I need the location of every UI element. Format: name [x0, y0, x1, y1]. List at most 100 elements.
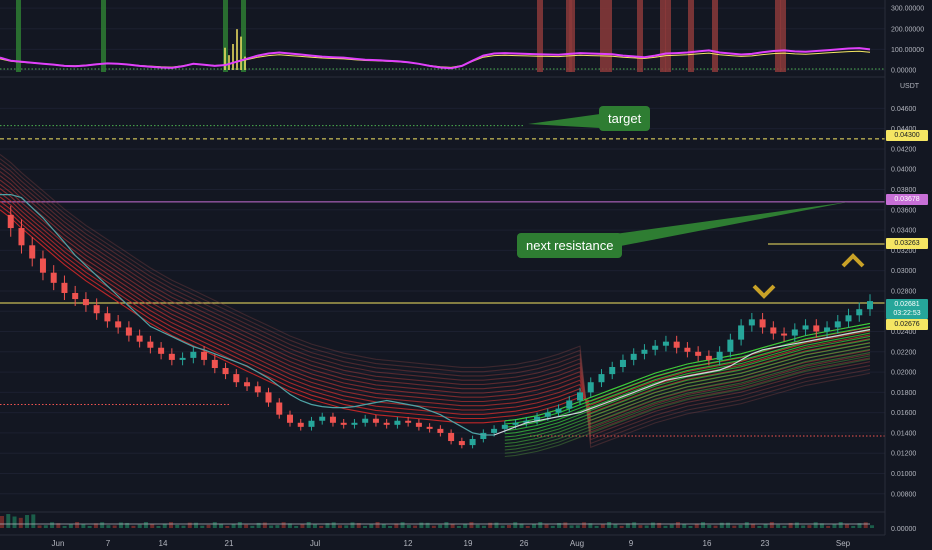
horizontal-levels — [0, 125, 885, 437]
price-tick-label: 0.01000 — [891, 471, 916, 478]
volume-bar — [212, 522, 217, 528]
candle-body — [351, 422, 358, 425]
osc-signal-bar — [780, 0, 786, 72]
volume-bar — [525, 525, 530, 528]
volume-bar — [719, 522, 724, 528]
volume-bar — [375, 522, 380, 528]
volume-bar — [857, 523, 862, 528]
chevron-down-icon — [752, 284, 776, 299]
volume-bar — [150, 523, 155, 528]
volume-bar — [625, 523, 630, 528]
candle-body — [115, 321, 122, 328]
candle-body — [340, 422, 347, 425]
volume-bar — [844, 524, 849, 528]
volume-bar — [244, 524, 249, 528]
time-tick-label: 16 — [703, 539, 712, 548]
volume-bar — [43, 525, 48, 528]
volume-bar — [363, 525, 368, 528]
ribbon-line — [0, 158, 871, 445]
volume-bar — [819, 523, 824, 528]
price-tag: 0.02681 — [886, 299, 928, 310]
time-tick-label: 14 — [159, 539, 168, 548]
candle-body — [566, 400, 573, 409]
volume-bar — [256, 522, 261, 528]
volume-bar — [794, 522, 799, 528]
ribbon-line — [0, 205, 871, 420]
candle-body — [673, 341, 680, 348]
volume-bar — [388, 525, 393, 528]
oscillator-axis[interactable]: 300.00000 200.00000 100.00000 0.00000 — [891, 6, 924, 75]
volume-bar — [56, 523, 61, 528]
volume-bar — [350, 522, 355, 528]
price-tag: 0.03678 — [886, 194, 928, 205]
price-axis-background — [885, 0, 932, 550]
volume-bar — [106, 525, 111, 528]
price-tick-label: 0.02000 — [891, 370, 916, 377]
candle-body — [512, 422, 519, 425]
volume-bar — [143, 522, 148, 528]
volume-bar — [557, 523, 562, 528]
price-tick-label: 0.01400 — [891, 430, 916, 437]
candle-body — [265, 392, 272, 403]
volume-bar — [650, 522, 655, 528]
volume-bar — [538, 522, 543, 528]
time-axis[interactable]: Jun 7 14 21 Jul 12 19 26 Aug 9 16 23 Sep — [52, 539, 851, 548]
volume-bar — [788, 522, 793, 528]
volume-bar — [519, 523, 524, 528]
volume-bar — [450, 523, 455, 528]
volume-bar — [312, 524, 317, 528]
osc-signal-bar — [537, 0, 543, 72]
resistance-callout: next resistance — [517, 233, 623, 258]
price-tick-label: 0.01200 — [891, 451, 916, 458]
ribbon-line — [0, 179, 871, 426]
volume-bar — [456, 525, 461, 528]
candle-body — [297, 422, 304, 427]
candle-body — [867, 301, 873, 310]
candle-body — [748, 319, 755, 326]
candle-body — [383, 422, 390, 425]
volume-bar — [807, 525, 812, 528]
time-tick-label: Jun — [52, 539, 65, 548]
price-tick-label: 0.04400 — [891, 126, 916, 133]
ribbon-line-green — [504, 326, 871, 425]
volume-bar — [851, 525, 856, 528]
candle-body — [125, 327, 132, 336]
volume-bar — [75, 522, 80, 528]
candle-body — [781, 333, 788, 336]
volume-bar — [237, 522, 242, 528]
volume-bar — [619, 525, 624, 528]
candle-body — [415, 422, 422, 427]
candle-body — [287, 414, 293, 423]
time-tick-label: 26 — [520, 539, 529, 548]
volume-bar — [394, 523, 399, 528]
price-axis[interactable]: 0.04600 0.04400 0.04200 0.04000 0.03800 0.036… — [891, 106, 916, 533]
osc-tick-label: 300.00000 — [891, 6, 924, 13]
volume-bar — [93, 523, 98, 528]
volume-tick-label: 0.00000 — [891, 526, 916, 533]
volume-bar — [118, 522, 123, 528]
volume-bar — [50, 522, 55, 528]
volume-bar — [425, 522, 430, 528]
candle-body — [104, 313, 111, 322]
ribbon-line — [0, 166, 871, 437]
volume-bar — [175, 524, 180, 528]
volume-bar — [481, 525, 486, 528]
price-tick-label: 0.02400 — [891, 329, 916, 336]
volume-bar — [513, 522, 518, 528]
candle-body — [802, 325, 809, 330]
candle-body — [845, 315, 852, 322]
volume-bar — [225, 525, 230, 528]
osc-signal-bar — [637, 0, 643, 72]
candle-body — [158, 347, 165, 354]
candle-body — [587, 382, 594, 393]
candle-body — [362, 418, 369, 423]
candle-body — [791, 329, 798, 336]
volume-bar — [319, 525, 324, 528]
time-tick-label: Jul — [310, 539, 320, 548]
candle-body — [501, 424, 508, 429]
price-tick-label: 0.01600 — [891, 410, 916, 417]
candle-body — [179, 357, 186, 360]
osc-signal-bar — [101, 0, 106, 72]
osc-fast-line — [0, 47, 871, 70]
